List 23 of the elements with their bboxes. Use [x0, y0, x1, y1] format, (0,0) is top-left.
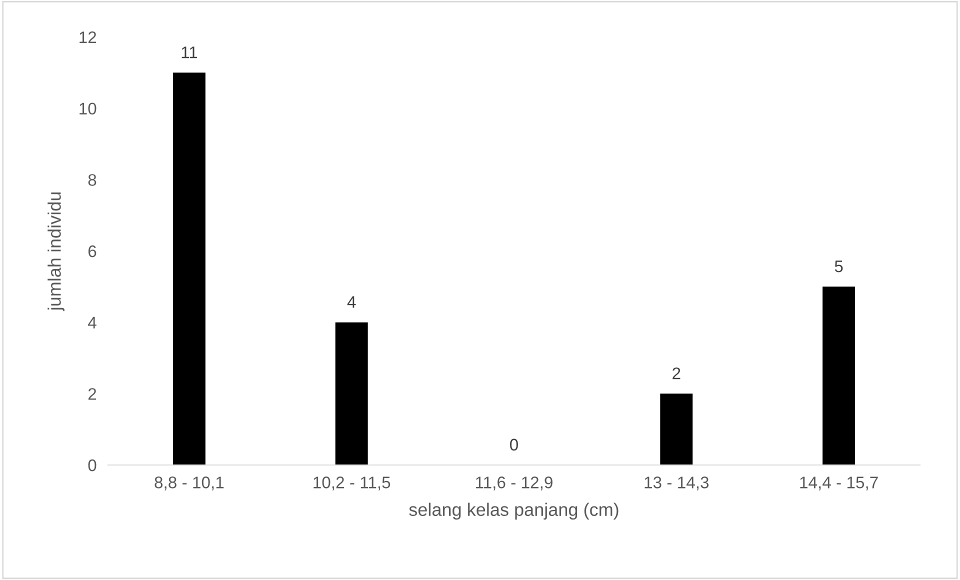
x-tick-label: 13 - 14,3 [644, 476, 709, 490]
y-axis-title: jumlah individu [48, 192, 64, 312]
bar [660, 394, 693, 465]
data-label: 0 [510, 438, 518, 451]
data-label: 4 [347, 296, 356, 308]
y-tick-label: 10 [80, 102, 96, 115]
y-tick-label: 12 [80, 31, 96, 44]
data-label: 5 [834, 260, 843, 272]
data-label: 11 [182, 46, 198, 58]
bar [172, 72, 206, 465]
y-tick-label: 0 [88, 459, 96, 472]
y-tick-label: 6 [88, 245, 96, 258]
bar [335, 322, 368, 465]
bar [822, 286, 856, 465]
y-tick-label: 2 [88, 388, 96, 400]
x-tick-label: 11,6 - 12,9 [476, 476, 552, 490]
x-tick-label: 10,2 - 11,5 [314, 476, 390, 490]
x-axis-title: selang kelas panjang (cm) [409, 502, 618, 520]
data-label: 2 [672, 367, 680, 380]
x-tick-label: 8,8 - 10,1 [154, 476, 224, 490]
y-tick-label: 4 [88, 316, 96, 328]
y-tick-label: 8 [88, 174, 96, 186]
x-tick-label: 14,4 - 15,7 [800, 476, 878, 490]
